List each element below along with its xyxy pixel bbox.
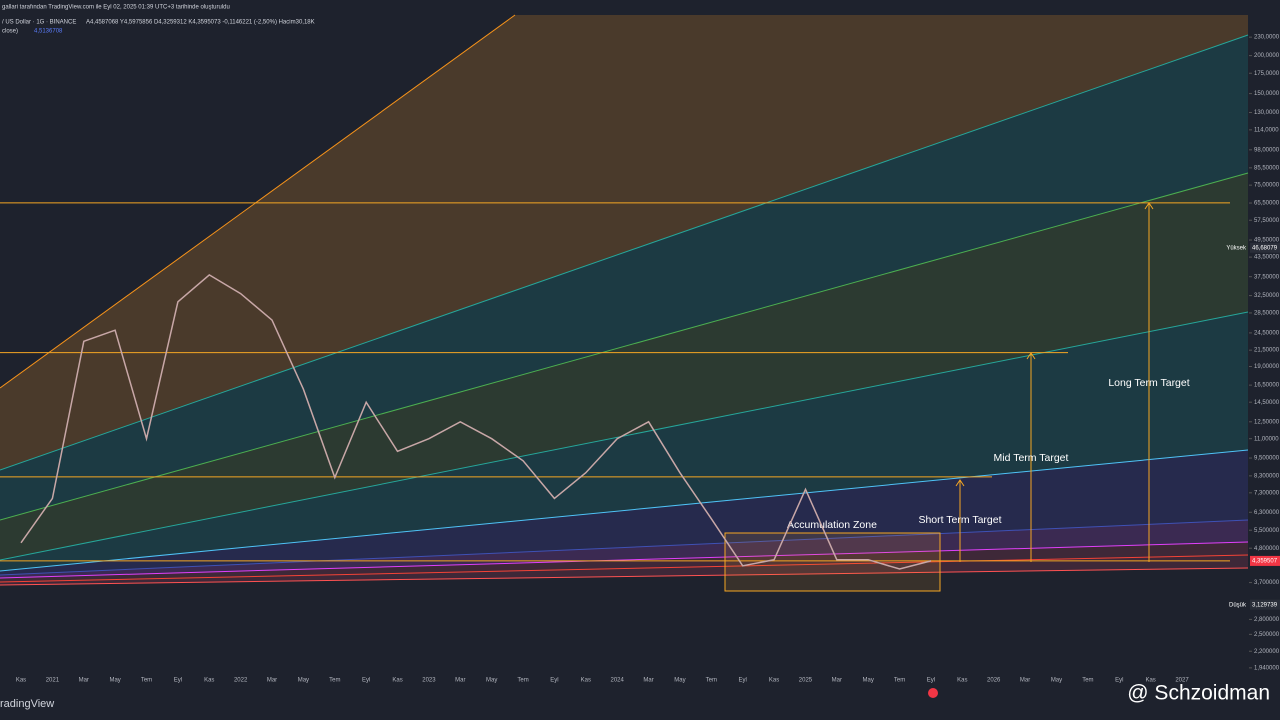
- annotation: Short Term Target: [918, 514, 1001, 526]
- x-tick-label: 2026: [987, 678, 1001, 684]
- y-tick-label: 65,50000: [1254, 201, 1280, 207]
- y-tick-label: 2,200000: [1254, 649, 1280, 655]
- price-label-box: [1250, 242, 1280, 253]
- indicator-value: 4,5136708: [34, 29, 63, 35]
- accumulation-box: [724, 532, 941, 592]
- y-tick-label: 4,800000: [1254, 546, 1280, 552]
- y-tick-label: 7,300000: [1254, 490, 1280, 496]
- price-label: 3,129739: [1252, 602, 1278, 608]
- x-tick-label: May: [674, 678, 685, 684]
- x-tick-label: Mar: [455, 678, 465, 684]
- price-label: 46,68079: [1252, 245, 1278, 251]
- y-tick-label: 150,0000: [1254, 91, 1280, 97]
- x-tick-label: Mar: [267, 678, 277, 684]
- annotation: Accumulation Zone: [787, 519, 877, 531]
- y-tick-label: 14,50000: [1254, 400, 1280, 406]
- indicator: close): [2, 29, 18, 35]
- x-tick-label: 2025: [799, 678, 813, 684]
- x-tick-label: Mar: [832, 678, 842, 684]
- y-tick-label: 21,50000: [1254, 348, 1280, 354]
- y-tick-label: 16,50000: [1254, 383, 1280, 389]
- y-tick-label: 32,50000: [1254, 293, 1280, 299]
- y-tick-label: 5,500000: [1254, 528, 1280, 534]
- y-tick-label: 130,0000: [1254, 110, 1280, 116]
- price-label-box: [1250, 555, 1280, 566]
- x-tick-label: Tem: [1082, 678, 1093, 684]
- x-tick-label: 2023: [422, 678, 436, 684]
- annotation: Long Term Target: [1108, 377, 1189, 389]
- x-tick-label: Mar: [1020, 678, 1030, 684]
- x-tick-label: Tem: [329, 678, 340, 684]
- y-tick-label: 2,800000: [1254, 617, 1280, 623]
- x-tick-label: May: [109, 678, 120, 684]
- x-tick-label: Kas: [957, 678, 967, 684]
- x-tick-label: Eyl: [174, 678, 182, 684]
- y-tick-label: 75,00000: [1254, 183, 1280, 189]
- y-tick-label: 9,500000: [1254, 456, 1280, 462]
- y-tick-label: 12,50000: [1254, 419, 1280, 425]
- footer: [0, 690, 1280, 720]
- y-tick-label: 98,00000: [1254, 147, 1280, 153]
- y-tick-label: 37,50000: [1254, 274, 1280, 280]
- channel: [0, 14, 1249, 586]
- x-tick-label: May: [863, 678, 874, 684]
- x-tick-label: Kas: [581, 678, 591, 684]
- y-tick-label: 24,50000: [1254, 330, 1280, 336]
- y-tick-label: 230,0000: [1254, 35, 1280, 41]
- event-flag: [928, 688, 938, 698]
- x-tick-label: 2022: [234, 678, 248, 684]
- x-tick-label: Eyl: [550, 678, 558, 684]
- y-tick-label: 3,700000: [1254, 580, 1280, 586]
- caption: gallari tarafından TradingView.com ile E…: [2, 5, 230, 11]
- x-tick-label: May: [1051, 678, 1062, 684]
- x-tick-label: Kas: [392, 678, 402, 684]
- brand: radingView: [0, 698, 54, 710]
- x-tick-label: May: [298, 678, 309, 684]
- y-tick-label: 2,500000: [1254, 632, 1280, 638]
- y-tick-label: 49,50000: [1254, 238, 1280, 244]
- y-tick-label: 11,00000: [1254, 436, 1279, 442]
- x-tick-label: 2021: [46, 678, 60, 684]
- annotation: Mid Term Target: [994, 452, 1069, 464]
- price-label-box: [1250, 599, 1280, 610]
- symbol: / US Dollar · 1G · BINANCE: [2, 20, 76, 26]
- x-tick-label: Eyl: [1115, 678, 1123, 684]
- x-tick-label: 2027: [1175, 678, 1189, 684]
- x-tick-label: Kas: [769, 678, 779, 684]
- price-label-name: Yüksek: [1226, 245, 1247, 251]
- x-tick-label: Mar: [79, 678, 89, 684]
- price-line: [20, 273, 932, 570]
- y-tick-label: 114,0000: [1254, 127, 1279, 133]
- x-tick-label: Kas: [1145, 678, 1155, 684]
- y-tick-label: 1,940000: [1254, 665, 1280, 671]
- x-tick-label: Tem: [141, 678, 152, 684]
- price-label-name: Düşük: [1229, 602, 1247, 608]
- y-tick-label: 19,00000: [1254, 364, 1280, 370]
- x-tick-label: Kas: [16, 678, 26, 684]
- price-label: 4,359507: [1252, 558, 1278, 564]
- y-tick-label: 43,50000: [1254, 255, 1280, 261]
- x-tick-label: May: [486, 678, 497, 684]
- x-tick-label: Tem: [706, 678, 717, 684]
- ohlc: A4,4587068 Y4,5975856 D4,3259312 K4,3595…: [86, 20, 315, 26]
- x-tick-label: 2024: [611, 678, 625, 684]
- y-tick-label: 6,300000: [1254, 510, 1280, 516]
- x-tick-label: Tem: [894, 678, 905, 684]
- x-tick-label: Eyl: [927, 678, 935, 684]
- y-tick-label: 85,50000: [1254, 165, 1280, 171]
- y-tick-label: 28,50000: [1254, 311, 1280, 317]
- y-tick-label: 8,300000: [1254, 473, 1280, 479]
- x-tick-label: Kas: [204, 678, 214, 684]
- x-tick-label: Mar: [643, 678, 653, 684]
- y-tick-label: 175,0000: [1254, 71, 1280, 77]
- watermark: @ Schzoidman: [1127, 682, 1270, 705]
- y-tick-label: 200,0000: [1254, 53, 1280, 59]
- y-tick-label: 57,50000: [1254, 218, 1280, 224]
- x-tick-label: Eyl: [739, 678, 747, 684]
- x-tick-label: Tem: [517, 678, 528, 684]
- x-tick-label: Eyl: [362, 678, 370, 684]
